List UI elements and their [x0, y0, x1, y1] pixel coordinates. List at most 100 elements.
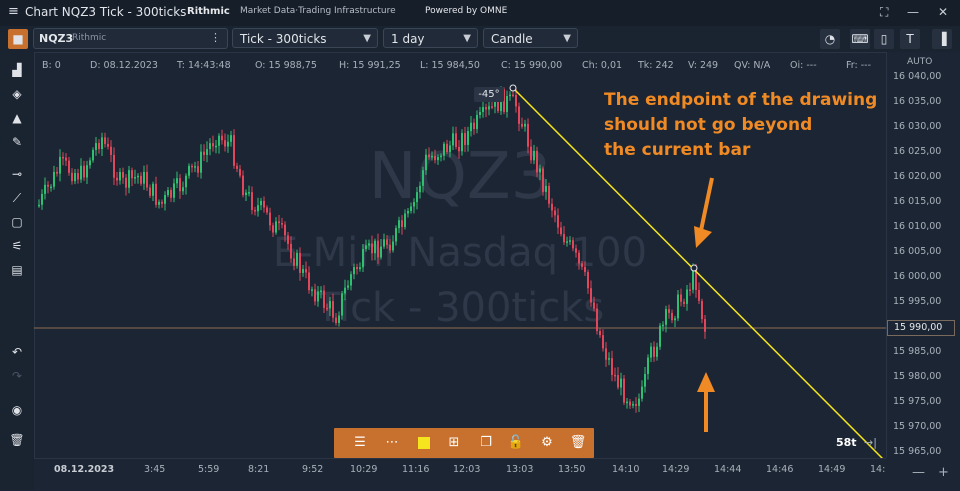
candle-body — [392, 241, 394, 251]
candle-body — [335, 317, 337, 324]
time-axis[interactable]: 08.12.2023 3:45 5:59 8:21 9:52 10:29 11:… — [34, 458, 886, 491]
candle-body — [125, 177, 127, 188]
undo-icon[interactable]: ↶ — [11, 345, 23, 359]
candle-chart[interactable] — [0, 0, 886, 458]
chart-type-select[interactable]: Candle ▼ — [483, 28, 578, 48]
symbol-selector[interactable]: NQZ3 Rithmic ⋮ — [33, 28, 228, 49]
candle-body — [539, 168, 541, 173]
indicators-icon[interactable]: ▟ — [12, 63, 22, 77]
symbol-label: NQZ3 — [39, 32, 74, 45]
alert-bell-icon[interactable]: ▲ — [12, 111, 22, 125]
scroll-to-end-icon[interactable]: →| — [864, 436, 877, 449]
ohlc-info-bar: B: 0 D: 08.12.2023 T: 14:43:48 O: 15 988… — [36, 55, 886, 79]
trend-line-icon[interactable]: ⟋ — [12, 191, 22, 205]
candle-body — [53, 171, 55, 187]
candle-body — [566, 241, 568, 243]
edit-icon[interactable]: ✎ — [11, 135, 23, 149]
chart-square-icon[interactable]: ■ — [8, 29, 28, 49]
candle-body — [194, 166, 196, 168]
candle-body — [344, 287, 346, 294]
annotation-line: should not go beyond — [604, 115, 813, 135]
trash-icon[interactable]: 🗑 — [9, 433, 25, 447]
candle-body — [74, 173, 76, 182]
candle-body — [68, 160, 70, 173]
auto-scale-label[interactable]: AUTO — [907, 57, 933, 67]
price-tick: 15 975,00 — [893, 396, 942, 407]
line-width-icon[interactable]: ☰ — [354, 435, 366, 450]
more-icon[interactable]: ⋮ — [210, 31, 221, 44]
horizontal-line-icon[interactable]: ⊸ — [11, 167, 23, 181]
candle-body — [386, 239, 388, 245]
connection-label: Rithmic — [72, 33, 107, 43]
zoom-in-icon[interactable]: + — [938, 465, 949, 480]
line-style-icon[interactable]: ⋯ — [385, 435, 399, 450]
current-price-tag: 15 990,00 — [887, 320, 955, 336]
candle-body — [515, 95, 517, 107]
trend-line-mid-handle[interactable] — [690, 264, 698, 272]
trend-line-start-handle[interactable] — [509, 84, 517, 92]
redo-icon[interactable]: ↷ — [11, 369, 23, 383]
eye-icon[interactable]: ◉ — [11, 403, 23, 417]
candle-body — [209, 143, 211, 150]
rithmic-tagline: Market Data·Trading Infrastructure — [240, 6, 396, 16]
menu-icon[interactable]: ≡ — [8, 4, 19, 19]
color-swatch[interactable] — [414, 433, 434, 453]
candle-body — [569, 240, 571, 242]
time-tick: 14:10 — [612, 464, 640, 475]
candle-body — [239, 168, 241, 176]
candle-body — [593, 302, 595, 309]
candle-body — [224, 140, 226, 147]
settings-gear-icon[interactable]: ⚙ — [541, 435, 553, 450]
close-icon[interactable]: ✕ — [938, 5, 949, 19]
info-bar-item: H: 15 991,25 — [339, 60, 401, 71]
omne-logo: Powered by OMNE — [425, 6, 508, 16]
price-axis[interactable]: AUTO 16 040,00 16 035,00 16 030,00 16 02… — [886, 52, 960, 458]
candle-body — [605, 348, 607, 360]
candle-body — [449, 145, 451, 152]
candle-body — [119, 172, 121, 181]
layers-icon[interactable]: ◈ — [12, 87, 22, 101]
candle-body — [683, 301, 685, 304]
candle-body — [506, 95, 508, 112]
candle-body — [92, 149, 94, 161]
text-note-icon[interactable]: ▤ — [11, 263, 23, 277]
panel-icon[interactable]: ▐ — [932, 29, 952, 49]
add-icon[interactable]: ⊞ — [448, 435, 460, 450]
trend-line-drawing[interactable] — [512, 87, 886, 458]
candle-body — [461, 133, 463, 152]
minimize-icon[interactable]: — — [907, 5, 919, 19]
candle-body — [200, 151, 202, 173]
zoom-out-icon[interactable]: — — [912, 465, 925, 480]
mouse-icon[interactable]: ▯ — [874, 29, 894, 49]
keyboard-icon[interactable]: ⌨ — [850, 29, 870, 49]
candle-body — [257, 205, 259, 212]
maximize-icon[interactable]: ⛶ — [880, 5, 889, 19]
candle-body — [260, 200, 262, 206]
time-tick: 14: — [870, 464, 886, 475]
period-select[interactable]: 1 day ▼ — [383, 28, 478, 48]
fibonacci-icon[interactable]: ⚟ — [11, 239, 23, 253]
candle-body — [587, 272, 589, 289]
candle-body — [293, 258, 295, 266]
candle-body — [314, 289, 316, 302]
candle-body — [488, 106, 490, 110]
candle-body — [89, 160, 91, 166]
candle-body — [677, 294, 679, 319]
candle-body — [278, 221, 280, 224]
clone-icon[interactable]: ❐ — [480, 435, 492, 450]
candle-body — [161, 201, 163, 204]
candle-body — [650, 346, 652, 358]
tools-icon[interactable]: T — [900, 29, 920, 49]
candle-body — [452, 133, 454, 146]
lock-icon[interactable]: 🔓 — [507, 435, 525, 450]
delete-icon[interactable]: 🗑 — [569, 435, 587, 450]
candle-body — [155, 183, 157, 205]
candle-body — [524, 123, 526, 127]
candle-body — [551, 203, 553, 211]
candle-body — [704, 319, 706, 332]
rectangle-icon[interactable]: ▢ — [11, 215, 23, 229]
angle-label: -45° — [474, 87, 504, 102]
speedometer-icon[interactable]: ◔ — [820, 29, 840, 49]
interval-select[interactable]: Tick - 300ticks ▼ — [232, 28, 378, 48]
candle-body — [479, 111, 481, 116]
